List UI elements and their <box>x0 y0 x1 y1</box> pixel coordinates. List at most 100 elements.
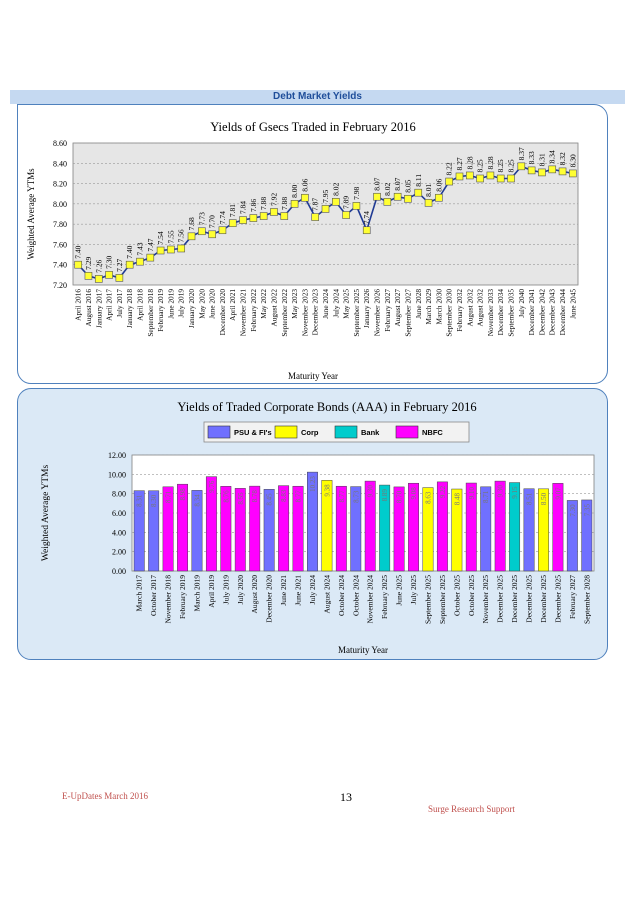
legend-label: NBFC <box>422 428 443 437</box>
x-tick-label: February 2032 <box>455 289 464 332</box>
data-label: 7.95 <box>321 190 330 203</box>
gsec-yield-chart: 7.20 7.40 7.60 7.80 8.00 8.20 8.40 8.60 Yields o… <box>26 120 579 381</box>
data-label: 8.07 <box>393 177 402 190</box>
gsec-chart-panel: 7.20 7.40 7.60 7.80 8.00 8.20 8.40 8.60 Yields o… <box>17 104 608 384</box>
corporate-yield-chart: Yields of Traded Corporate Bonds (AAA) i… <box>41 400 595 655</box>
data-label: 8.25 <box>496 159 505 172</box>
data-label: 7.26 <box>94 260 103 273</box>
data-point <box>321 205 330 213</box>
corporate-chart-panel: Yields of Traded Corporate Bonds (AAA) i… <box>17 388 608 660</box>
data-label: 9.22 <box>439 485 447 498</box>
x-tick-label: November 2025 <box>481 575 490 624</box>
data-label: 7.27 <box>115 259 124 272</box>
data-label: 8.33 <box>527 151 536 164</box>
y-tick-label: 0.00 <box>112 567 126 576</box>
data-label: 7.88 <box>259 197 268 210</box>
data-label: 7.92 <box>269 193 278 206</box>
data-point <box>218 226 227 235</box>
bar <box>321 480 333 572</box>
x-tick-label: August 2024 <box>322 575 331 614</box>
y-tick-label: 10.00 <box>108 470 126 479</box>
bar <box>509 482 521 572</box>
data-point <box>362 226 371 235</box>
data-label: 8.34 <box>548 150 557 163</box>
data-label: 7.40 <box>74 245 83 258</box>
y-tick-label: 7.80 <box>53 220 67 229</box>
x-tick-label: December 2025 <box>510 575 519 623</box>
data-label: 7.56 <box>177 229 186 242</box>
x-tick-label: August 2032 <box>465 289 474 327</box>
data-label: 7.30 <box>569 504 577 517</box>
data-point <box>527 166 536 175</box>
x-tick-label: December 2044 <box>558 289 567 336</box>
data-point <box>187 232 196 241</box>
data-point <box>496 174 505 183</box>
data-point <box>404 194 412 203</box>
legend-label: Corp <box>301 428 319 437</box>
x-axis-label: Maturity Year <box>288 371 338 381</box>
data-label: 8.05 <box>403 179 412 192</box>
x-tick-label: August 2016 <box>84 289 93 327</box>
y-tick-label: 12.00 <box>108 451 126 460</box>
bar <box>379 484 391 572</box>
data-label: 8.34 <box>193 494 201 507</box>
data-point <box>177 244 186 253</box>
x-tick-label: October 2025 <box>467 575 476 616</box>
bar <box>422 487 434 572</box>
x-tick-label: December 2025 <box>496 575 505 623</box>
legend-swatch <box>207 425 231 439</box>
bar <box>538 488 549 572</box>
data-label: 8.83 <box>280 489 288 502</box>
x-tick-label: March 2019 <box>192 575 201 612</box>
data-label: 8.06 <box>300 178 309 191</box>
bar <box>292 485 304 572</box>
x-tick-label: May 2023 <box>290 289 299 319</box>
data-label: 7.70 <box>208 215 217 228</box>
x-tick-label: February 2019 <box>178 575 187 619</box>
data-point <box>156 246 165 255</box>
data-label: 8.89 <box>381 489 389 502</box>
bar <box>408 482 419 572</box>
x-tick-label: October 2017 <box>149 575 158 616</box>
data-point <box>74 260 82 269</box>
data-point <box>383 198 392 206</box>
data-label: 8.28 <box>486 156 495 169</box>
x-tick-label: September 2022 <box>280 289 289 337</box>
data-point <box>538 168 546 177</box>
data-label: 8.31 <box>136 494 144 507</box>
data-label: 8.77 <box>295 490 303 503</box>
data-label: 9.30 <box>367 485 375 498</box>
x-tick-label: June 2020 <box>208 289 217 319</box>
x-tick-label: February 2027 <box>383 289 392 332</box>
data-point <box>486 171 495 180</box>
data-label: 9.08 <box>410 487 418 500</box>
data-point <box>167 245 175 254</box>
y-tick-label: 8.40 <box>53 159 67 168</box>
x-tick-label: April 2019 <box>207 575 216 608</box>
x-tick-label: June 2021 <box>279 575 288 606</box>
x-tick-label: August 2027 <box>393 289 402 327</box>
data-point <box>445 177 453 186</box>
x-tick-label: September 2025 <box>423 575 432 624</box>
data-label: 8.78 <box>251 490 259 503</box>
bar <box>133 490 145 572</box>
data-label: 8.45 <box>266 493 274 506</box>
x-tick-label: April 2021 <box>228 289 237 321</box>
x-tick-label: October 2024 <box>337 575 346 616</box>
x-tick-label: August 2032 <box>476 289 485 327</box>
data-label: 8.76 <box>222 490 230 503</box>
bar <box>307 471 318 572</box>
data-label: 8.51 <box>526 492 534 505</box>
x-tick-label: January 2018 <box>125 289 134 328</box>
x-tick-label: December 2025 <box>539 575 548 623</box>
x-tick-label: June 2025 <box>395 575 404 606</box>
x-tick-label: February 2022 <box>249 289 258 332</box>
data-label: 8.06 <box>434 178 443 191</box>
plot-area <box>72 142 579 286</box>
data-point <box>115 274 124 282</box>
bar <box>162 486 174 572</box>
data-label: 8.02 <box>331 182 340 195</box>
x-tick-label: October 2025 <box>452 575 461 616</box>
x-tick-label: July 2024 <box>331 289 340 318</box>
x-tick-label: June 2028 <box>414 289 423 319</box>
